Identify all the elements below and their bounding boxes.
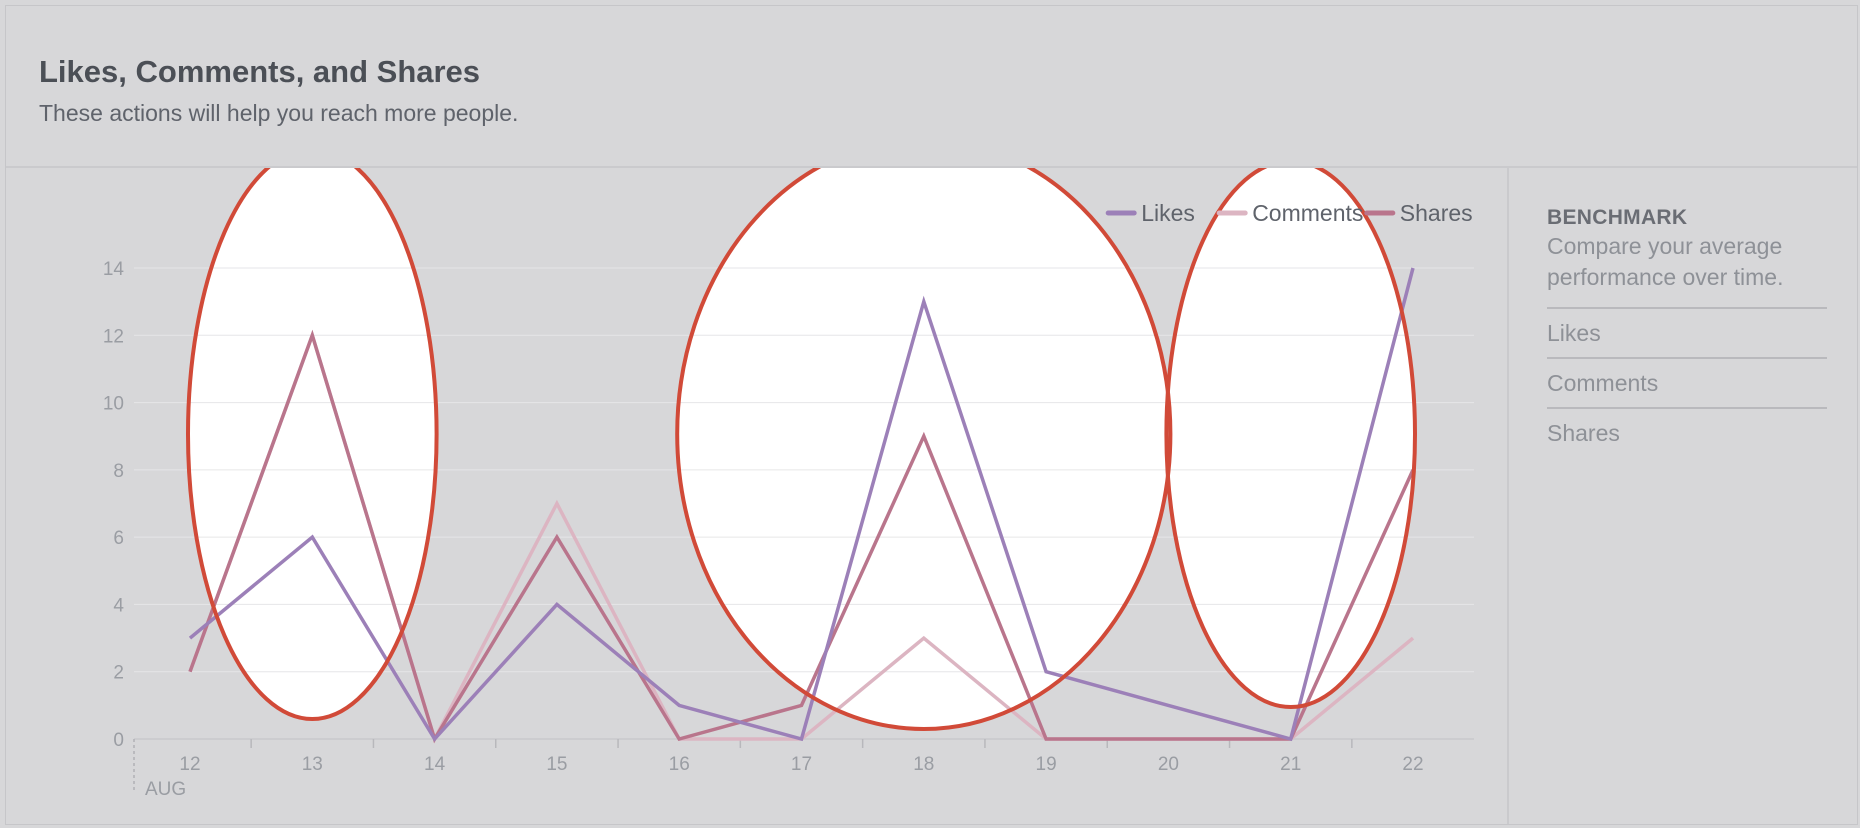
highlight-ellipse-fill-2 bbox=[677, 168, 1171, 729]
benchmark-title: BENCHMARK bbox=[1547, 206, 1688, 229]
y-tick-label-0: 0 bbox=[113, 730, 124, 751]
chart-area: 0 2 4 6 8 10 12 14 12 13 14 15 16 17 18 19 20 21 22 AUG Like… bbox=[6, 168, 1509, 824]
x-tick-label-12: 12 bbox=[179, 754, 200, 775]
line-chart: 0 2 4 6 8 10 12 14 12 13 14 15 16 17 18 19 20 21 22 AUG Like… bbox=[103, 168, 1474, 800]
card-header: Likes, Comments, and Shares These action… bbox=[6, 6, 1857, 168]
page-title: Likes, Comments, and Shares bbox=[39, 54, 481, 89]
benchmark-item-shares[interactable]: Shares bbox=[1547, 407, 1827, 457]
page-subtitle: These actions will help you reach more p… bbox=[39, 100, 519, 126]
benchmark-item-likes[interactable]: Likes bbox=[1547, 307, 1827, 357]
y-tick-label-4: 4 bbox=[113, 595, 124, 616]
x-tick-label-21: 21 bbox=[1280, 754, 1301, 775]
y-tick-label-6: 6 bbox=[113, 528, 124, 549]
likes-comments-shares-card: Likes, Comments, and Shares These action… bbox=[5, 5, 1858, 825]
y-tick-label-8: 8 bbox=[113, 461, 124, 482]
highlight-ellipse-outline-1 bbox=[186, 168, 439, 721]
y-tick-label-2: 2 bbox=[113, 663, 124, 684]
x-tick-label-16: 16 bbox=[669, 754, 690, 775]
y-tick-label-10: 10 bbox=[103, 394, 124, 415]
x-tick-label-14: 14 bbox=[424, 754, 446, 775]
legend-label-comments: Comments bbox=[1252, 200, 1363, 226]
y-tick-label-14: 14 bbox=[103, 259, 125, 280]
legend-label-shares: Shares bbox=[1400, 200, 1473, 226]
benchmark-item-comments[interactable]: Comments bbox=[1547, 357, 1827, 407]
series-line-likes bbox=[188, 267, 1415, 742]
highlight-ellipse-outline-3 bbox=[1164, 168, 1417, 709]
benchmark-list: Likes Comments Shares bbox=[1547, 307, 1827, 457]
x-tick-label-17: 17 bbox=[791, 754, 812, 775]
x-tick-label-22: 22 bbox=[1402, 754, 1423, 775]
x-tick-label-19: 19 bbox=[1036, 754, 1057, 775]
y-tick-label-12: 12 bbox=[103, 326, 124, 347]
x-tick-label-13: 13 bbox=[302, 754, 323, 775]
highlight-ellipse-fill-1 bbox=[188, 168, 437, 719]
x-tick-label-15: 15 bbox=[546, 754, 567, 775]
x-tick-label-18: 18 bbox=[913, 754, 934, 775]
legend-label-likes: Likes bbox=[1141, 200, 1195, 226]
series-line-shares bbox=[188, 329, 1415, 744]
x-tick-label-20: 20 bbox=[1158, 754, 1179, 775]
highlight-ellipse-fill-3 bbox=[1166, 168, 1415, 707]
highlight-ellipse-outline-2 bbox=[675, 168, 1173, 731]
x-axis-sublabel: AUG bbox=[145, 779, 186, 800]
benchmark-description: Compare your average performance over ti… bbox=[1547, 233, 1784, 290]
benchmark-panel: BENCHMARK Compare your average performan… bbox=[1509, 168, 1857, 824]
